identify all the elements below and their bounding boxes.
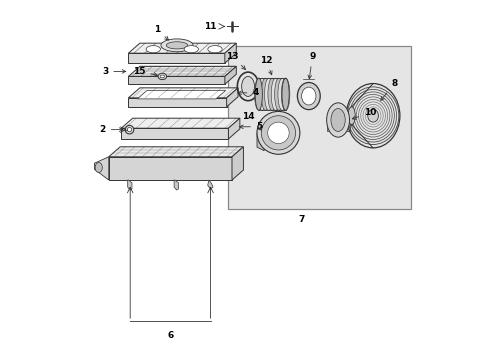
Polygon shape xyxy=(108,147,243,157)
Polygon shape xyxy=(108,157,231,180)
Ellipse shape xyxy=(158,73,166,80)
Ellipse shape xyxy=(146,46,160,53)
Ellipse shape xyxy=(326,103,349,137)
Ellipse shape xyxy=(271,78,279,111)
Ellipse shape xyxy=(184,46,198,53)
Text: 14: 14 xyxy=(241,112,261,130)
Ellipse shape xyxy=(241,76,254,96)
Text: 2: 2 xyxy=(100,125,123,134)
Polygon shape xyxy=(121,128,228,139)
Ellipse shape xyxy=(330,109,345,131)
Text: 12: 12 xyxy=(259,56,272,75)
Polygon shape xyxy=(128,66,236,76)
Ellipse shape xyxy=(267,78,276,111)
Ellipse shape xyxy=(282,78,288,111)
Ellipse shape xyxy=(160,75,164,78)
Polygon shape xyxy=(228,118,240,139)
Ellipse shape xyxy=(277,78,286,111)
Ellipse shape xyxy=(347,107,354,125)
Ellipse shape xyxy=(274,78,283,111)
Polygon shape xyxy=(207,180,213,189)
Polygon shape xyxy=(224,66,236,84)
Ellipse shape xyxy=(125,125,134,134)
Text: 4: 4 xyxy=(237,88,258,97)
Text: 9: 9 xyxy=(307,52,315,79)
Polygon shape xyxy=(128,76,224,84)
Polygon shape xyxy=(224,43,236,63)
Text: 8: 8 xyxy=(380,79,397,100)
Polygon shape xyxy=(128,98,226,107)
Ellipse shape xyxy=(254,78,263,111)
Ellipse shape xyxy=(95,162,102,172)
Polygon shape xyxy=(121,118,240,128)
Text: 6: 6 xyxy=(167,331,173,340)
Ellipse shape xyxy=(267,122,288,144)
Text: 15: 15 xyxy=(133,67,157,76)
Ellipse shape xyxy=(255,78,262,111)
Polygon shape xyxy=(137,90,225,99)
Text: 13: 13 xyxy=(225,51,245,69)
FancyBboxPatch shape xyxy=(228,46,410,208)
Ellipse shape xyxy=(281,78,289,111)
Ellipse shape xyxy=(161,39,193,52)
Polygon shape xyxy=(128,43,236,53)
Text: 3: 3 xyxy=(102,67,125,76)
Polygon shape xyxy=(226,88,238,107)
Ellipse shape xyxy=(261,78,269,111)
Polygon shape xyxy=(128,53,224,63)
Ellipse shape xyxy=(297,82,320,110)
Text: 7: 7 xyxy=(298,215,304,224)
Polygon shape xyxy=(326,120,349,131)
Polygon shape xyxy=(231,147,243,180)
Ellipse shape xyxy=(264,78,273,111)
Text: 10: 10 xyxy=(352,108,376,120)
Ellipse shape xyxy=(257,111,299,154)
Ellipse shape xyxy=(257,78,266,111)
Text: 1: 1 xyxy=(154,25,168,40)
Ellipse shape xyxy=(367,109,378,122)
Polygon shape xyxy=(94,157,108,180)
Polygon shape xyxy=(127,180,132,190)
Text: 11: 11 xyxy=(203,22,216,31)
Text: 5: 5 xyxy=(239,122,262,131)
Ellipse shape xyxy=(127,127,131,132)
Ellipse shape xyxy=(166,42,187,49)
Polygon shape xyxy=(128,88,238,98)
Polygon shape xyxy=(257,133,264,151)
Ellipse shape xyxy=(261,116,295,150)
Polygon shape xyxy=(174,180,178,190)
Ellipse shape xyxy=(301,87,315,105)
Ellipse shape xyxy=(207,46,222,53)
